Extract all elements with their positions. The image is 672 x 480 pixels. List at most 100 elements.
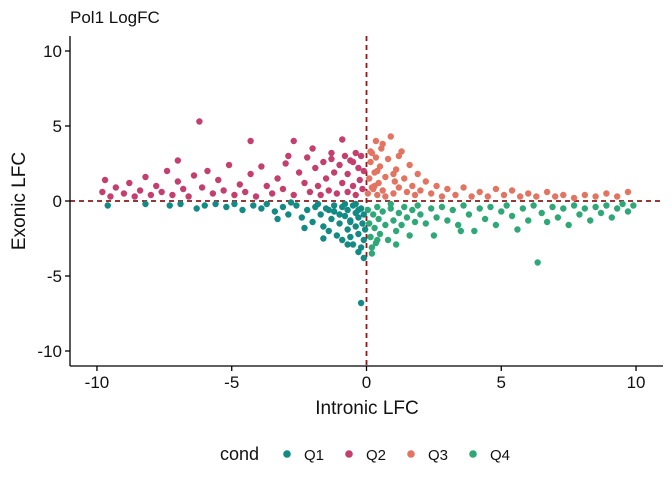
data-point bbox=[476, 205, 483, 212]
data-point bbox=[613, 205, 621, 212]
y-tick-label: -10 bbox=[37, 342, 62, 361]
legend: cond Q1 Q2 Q3 Q4 bbox=[220, 444, 510, 464]
data-point bbox=[231, 191, 238, 199]
data-point bbox=[312, 164, 319, 172]
data-point bbox=[361, 226, 369, 233]
x-tick-label: 10 bbox=[627, 373, 646, 392]
data-point bbox=[414, 170, 421, 178]
data-point bbox=[391, 178, 398, 185]
data-point bbox=[384, 155, 392, 163]
data-point bbox=[403, 214, 411, 221]
data-point bbox=[387, 133, 394, 140]
data-point bbox=[454, 221, 462, 229]
data-point bbox=[508, 187, 516, 194]
data-point bbox=[530, 202, 537, 209]
data-point bbox=[401, 175, 408, 182]
series-Q3 bbox=[364, 133, 632, 202]
legend-item-Q3: Q3 bbox=[407, 447, 448, 464]
data-point bbox=[317, 191, 324, 199]
data-point bbox=[355, 248, 362, 256]
data-point bbox=[355, 230, 362, 238]
data-point bbox=[279, 185, 287, 193]
data-point bbox=[126, 179, 133, 187]
data-point bbox=[406, 232, 413, 239]
data-point bbox=[630, 202, 637, 209]
data-points bbox=[99, 118, 637, 307]
data-point bbox=[341, 152, 349, 160]
data-point bbox=[352, 200, 359, 208]
legend-item-Q1: Q1 bbox=[283, 447, 324, 464]
data-point bbox=[177, 200, 184, 208]
data-point bbox=[336, 211, 343, 218]
data-point bbox=[516, 193, 524, 200]
data-point bbox=[314, 182, 322, 190]
data-point bbox=[209, 190, 217, 197]
x-tick-label: 0 bbox=[362, 373, 371, 392]
data-point bbox=[349, 182, 357, 190]
data-point bbox=[457, 227, 465, 235]
data-point bbox=[356, 176, 363, 184]
data-point bbox=[433, 214, 440, 221]
data-point bbox=[322, 175, 330, 182]
data-point bbox=[624, 188, 632, 196]
data-point bbox=[368, 184, 376, 191]
legend-item-Q2: Q2 bbox=[345, 447, 386, 464]
data-point bbox=[387, 205, 394, 212]
data-point bbox=[258, 205, 265, 212]
data-point bbox=[309, 218, 316, 226]
data-point bbox=[382, 173, 389, 181]
legend-swatch bbox=[469, 450, 477, 458]
data-point bbox=[347, 218, 354, 226]
data-point bbox=[355, 164, 362, 172]
data-point bbox=[112, 184, 120, 191]
data-point bbox=[204, 167, 211, 175]
data-point bbox=[349, 158, 357, 166]
data-point bbox=[301, 179, 308, 187]
data-point bbox=[374, 191, 381, 199]
data-point bbox=[355, 214, 362, 221]
data-point bbox=[508, 212, 516, 220]
data-point bbox=[328, 149, 335, 157]
data-point bbox=[142, 173, 149, 181]
data-point bbox=[613, 193, 621, 200]
data-point bbox=[330, 208, 338, 215]
data-point bbox=[360, 254, 367, 262]
data-point bbox=[336, 220, 343, 227]
data-point bbox=[252, 193, 260, 200]
data-point bbox=[341, 200, 349, 208]
data-point bbox=[409, 206, 416, 214]
data-point bbox=[368, 250, 376, 257]
data-point bbox=[438, 193, 446, 200]
data-point bbox=[481, 215, 489, 223]
data-point bbox=[534, 259, 541, 266]
data-point bbox=[367, 148, 374, 155]
data-point bbox=[384, 236, 392, 244]
data-point bbox=[560, 205, 567, 212]
data-point bbox=[498, 208, 505, 215]
data-point bbox=[158, 188, 165, 196]
data-point bbox=[325, 206, 332, 214]
data-point bbox=[220, 187, 227, 194]
data-point bbox=[603, 202, 610, 209]
data-point bbox=[570, 194, 578, 202]
data-point bbox=[379, 140, 386, 148]
data-point bbox=[422, 220, 429, 227]
data-point bbox=[390, 217, 397, 224]
data-point bbox=[374, 203, 381, 211]
data-point bbox=[250, 202, 257, 209]
data-point bbox=[366, 220, 373, 227]
legend-title: cond bbox=[220, 444, 259, 464]
data-point bbox=[411, 191, 419, 199]
y-tick-label: 0 bbox=[53, 192, 62, 211]
data-point bbox=[395, 152, 403, 160]
data-point bbox=[398, 221, 405, 229]
axes: -10 -5 0 5 10 -10 -5 0 5 10 bbox=[37, 36, 663, 392]
data-point bbox=[367, 233, 374, 241]
data-point bbox=[99, 188, 106, 196]
data-point bbox=[142, 200, 149, 208]
data-point bbox=[325, 187, 332, 194]
data-point bbox=[258, 163, 265, 170]
series-Q4 bbox=[364, 200, 637, 266]
data-point bbox=[417, 187, 424, 194]
data-point bbox=[560, 191, 567, 199]
